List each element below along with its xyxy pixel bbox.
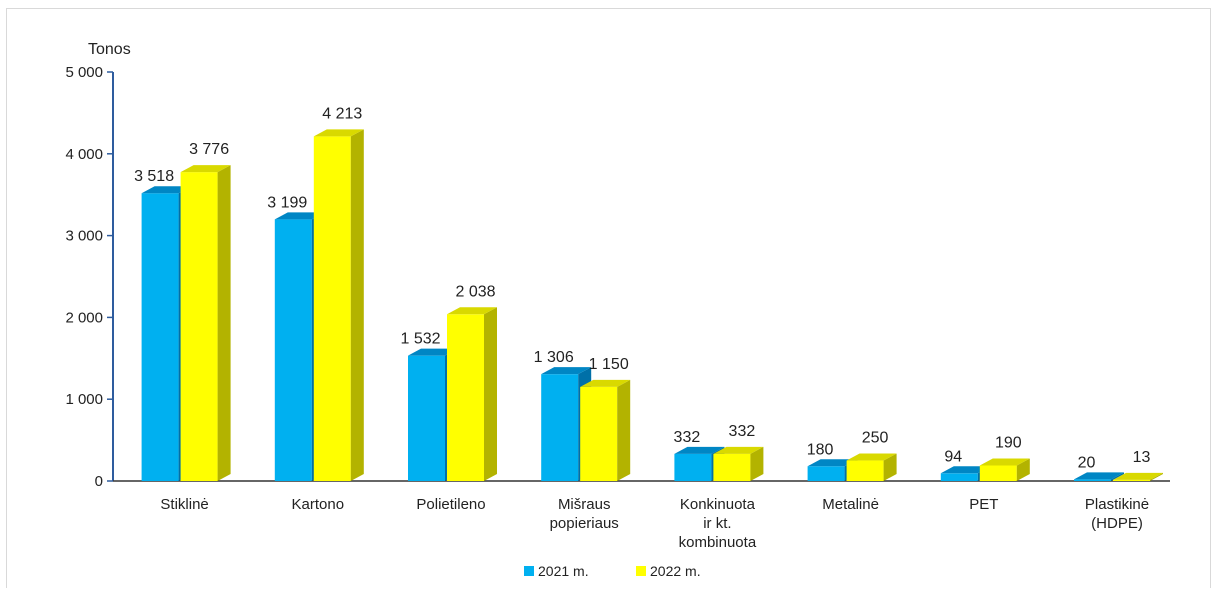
- bar-2022: [847, 454, 897, 481]
- bar-2021-front: [541, 374, 578, 481]
- bar-2021-front: [674, 454, 711, 481]
- category-label: Metalinė: [822, 496, 879, 513]
- data-label-2022: 4 213: [322, 105, 362, 122]
- category-label-line: Stiklinė: [160, 496, 208, 513]
- category-label: Polietileno: [416, 496, 485, 513]
- bar-2021-front: [1074, 479, 1111, 481]
- data-label-2022: 250: [862, 430, 889, 447]
- y-axis-unit-label: Tonos: [88, 41, 131, 58]
- category-label-line: (HDPE): [1091, 515, 1143, 532]
- bar-2022-front: [447, 314, 484, 481]
- bar-2022-front: [181, 172, 218, 481]
- bar-2022-side: [218, 165, 231, 481]
- category-label-line: Plastikinė: [1085, 496, 1149, 513]
- category-label-line: PET: [969, 496, 998, 513]
- data-label-2022: 190: [995, 434, 1022, 451]
- data-label-2022: 3 776: [189, 141, 229, 158]
- y-tick-label: 1 000: [65, 391, 103, 408]
- data-label-2021: 1 306: [534, 349, 574, 366]
- y-tick-label: 0: [95, 473, 103, 490]
- legend: 2021 m. 2022 m.: [524, 563, 701, 579]
- data-label-2022: 13: [1133, 449, 1151, 466]
- bar-2021-front: [808, 466, 845, 481]
- legend-label-2021: 2021 m.: [538, 563, 589, 579]
- data-label-2021: 180: [807, 441, 834, 458]
- category-label-line: Kartono: [292, 496, 345, 513]
- category-label: Mišraus popieriaus: [550, 496, 619, 532]
- y-tick-label: 3 000: [65, 228, 103, 245]
- category-label-line: Metalinė: [822, 496, 879, 513]
- category-label: Kartono: [292, 496, 345, 513]
- bar-2021-front: [142, 193, 179, 481]
- bar-2022: [181, 165, 231, 481]
- category-label: Plastikinė (HDPE): [1085, 496, 1149, 532]
- category-labels: Stiklinė Kartono Polietileno Mišraus popieri…: [160, 496, 1149, 551]
- data-label-2021: 3 199: [267, 194, 307, 211]
- data-label-2021: 94: [944, 448, 962, 465]
- data-label-2022: 2 038: [455, 283, 495, 300]
- bar-2022-front: [847, 461, 884, 481]
- bar-2021-front: [408, 356, 445, 481]
- bar-2021-front: [275, 219, 312, 481]
- bar-2022: [580, 380, 630, 481]
- category-label: Stiklinė: [160, 496, 208, 513]
- legend-swatch-2022: [636, 566, 646, 576]
- legend-label-2022: 2022 m.: [650, 563, 701, 579]
- category-label: Konkinuota ir kt. kombinuota: [679, 496, 757, 551]
- data-label-2021: 1 532: [400, 331, 440, 348]
- bar-2022: [713, 447, 763, 481]
- y-tick-label: 5 000: [65, 64, 103, 81]
- data-label-2022: 332: [729, 423, 756, 440]
- category-label-line: kombinuota: [679, 534, 757, 551]
- y-tick-label: 2 000: [65, 309, 103, 326]
- bar-2022-front: [980, 465, 1017, 481]
- y-tick-label: 4 000: [65, 146, 103, 163]
- bar-2022: [447, 307, 497, 481]
- bar-2022: [980, 458, 1030, 481]
- bar-2022-side: [484, 307, 497, 481]
- category-label-line: Mišraus: [558, 496, 611, 513]
- legend-swatch-2021: [524, 566, 534, 576]
- bar-2022: [314, 129, 364, 481]
- category-label: PET: [969, 496, 998, 513]
- data-label-2021: 3 518: [134, 168, 174, 185]
- bar-2022-side: [617, 380, 630, 481]
- bar-2022-side: [351, 129, 364, 481]
- bar-2022-front: [580, 387, 617, 481]
- category-label-line: Konkinuota: [680, 496, 756, 513]
- data-label-2022: 1 150: [589, 356, 629, 373]
- data-label-2021: 20: [1078, 454, 1096, 471]
- category-label-line: popieriaus: [550, 515, 619, 532]
- bar-2022-front: [314, 136, 351, 481]
- bar-2021-front: [941, 473, 978, 481]
- data-label-2021: 332: [674, 429, 701, 446]
- category-label-line: ir kt.: [703, 515, 731, 532]
- bar-2022-front: [713, 454, 750, 481]
- bar-2022-front: [1113, 480, 1150, 481]
- bars: [142, 129, 1163, 481]
- category-label-line: Polietileno: [416, 496, 485, 513]
